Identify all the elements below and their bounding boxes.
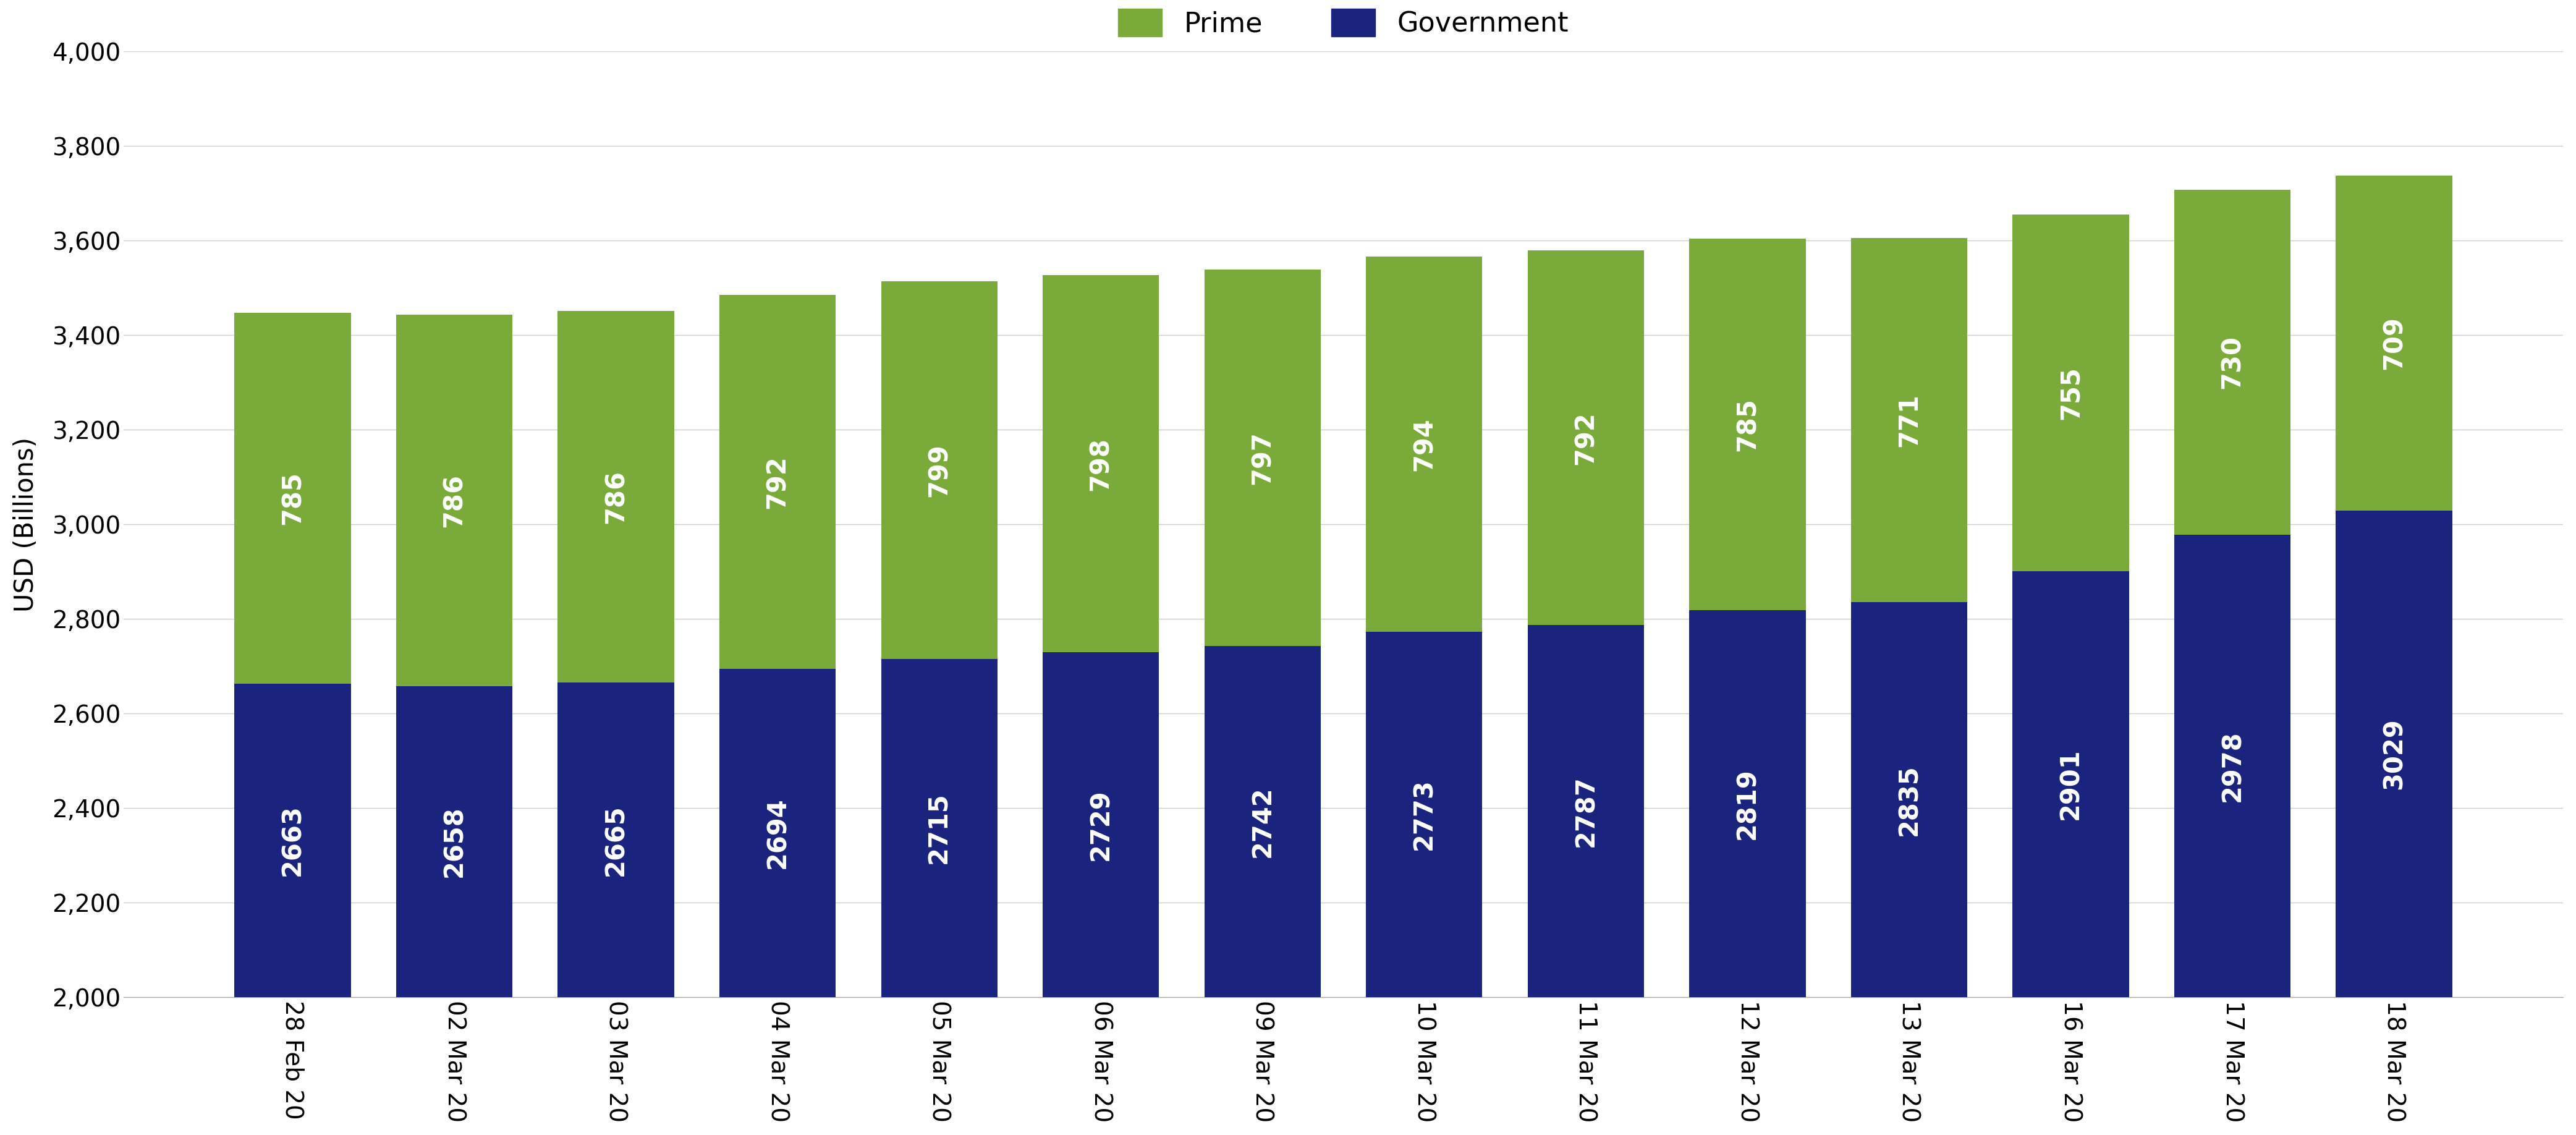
Bar <box>1365 632 1481 1135</box>
Bar <box>719 669 835 1135</box>
Bar <box>1528 625 1643 1135</box>
Text: 2658: 2658 <box>440 806 466 877</box>
Bar <box>881 659 997 1135</box>
Text: 2742: 2742 <box>1249 785 1275 857</box>
Text: 730: 730 <box>2221 335 2246 389</box>
Text: 785: 785 <box>1734 397 1759 452</box>
Bar <box>1528 251 1643 625</box>
Text: 792: 792 <box>1574 411 1600 464</box>
Bar <box>2012 571 2128 1135</box>
Legend: Prime, Government: Prime, Government <box>1118 9 1569 37</box>
Bar <box>2336 511 2452 1135</box>
Text: 2663: 2663 <box>281 805 307 876</box>
Text: 798: 798 <box>1087 437 1113 490</box>
Bar <box>1206 646 1321 1135</box>
Bar <box>1043 275 1159 653</box>
Bar <box>559 683 675 1135</box>
Bar <box>2336 176 2452 511</box>
Text: 2773: 2773 <box>1412 779 1437 850</box>
Bar <box>1690 609 1806 1135</box>
Bar <box>881 281 997 659</box>
Text: 785: 785 <box>281 471 307 526</box>
Bar <box>397 686 513 1135</box>
Bar <box>234 683 350 1135</box>
Bar <box>1690 238 1806 609</box>
Bar <box>397 314 513 686</box>
Text: 2787: 2787 <box>1574 775 1600 847</box>
Text: 799: 799 <box>927 444 953 497</box>
Text: 2665: 2665 <box>603 804 629 876</box>
Bar <box>1043 653 1159 1135</box>
Bar <box>2174 190 2290 535</box>
Text: 797: 797 <box>1249 431 1275 485</box>
Bar <box>2174 535 2290 1135</box>
Text: 786: 786 <box>603 470 629 524</box>
Text: 2835: 2835 <box>1896 764 1922 835</box>
Bar <box>559 311 675 683</box>
Text: 792: 792 <box>765 455 791 508</box>
Text: 2729: 2729 <box>1087 789 1113 860</box>
Text: 755: 755 <box>2058 365 2084 420</box>
Bar <box>719 295 835 669</box>
Bar <box>2012 215 2128 571</box>
Text: 786: 786 <box>440 473 466 527</box>
Bar <box>1206 269 1321 646</box>
Bar <box>1852 603 1968 1135</box>
Text: 794: 794 <box>1412 418 1437 471</box>
Text: 2901: 2901 <box>2058 748 2084 819</box>
Bar <box>1365 257 1481 632</box>
Text: 709: 709 <box>2380 317 2406 370</box>
Text: 2978: 2978 <box>2221 730 2246 801</box>
Bar <box>234 312 350 683</box>
Text: 3029: 3029 <box>2380 718 2406 790</box>
Text: 2819: 2819 <box>1734 767 1759 839</box>
Text: 771: 771 <box>1896 393 1922 447</box>
Text: 2715: 2715 <box>927 792 953 864</box>
Y-axis label: USD (Billions): USD (Billions) <box>13 437 39 612</box>
Bar <box>1852 238 1968 603</box>
Text: 2694: 2694 <box>765 797 791 868</box>
